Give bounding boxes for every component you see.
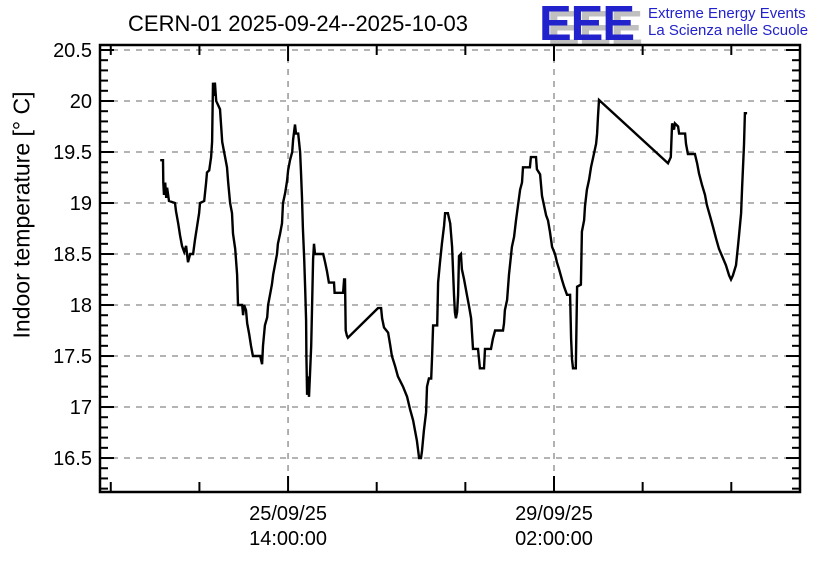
- y-tick-label: 18.5: [53, 244, 92, 266]
- eee-logo-line2: La Scienza nelle Scuole: [648, 22, 809, 39]
- eee-logo-subtitle: Extreme Energy Events La Scienza nelle S…: [648, 5, 808, 39]
- eee-logo-acronym: EEE: [539, 0, 635, 51]
- x-tick-label-date: 29/09/25: [515, 503, 593, 525]
- x-tick-label-time: 14:00:00: [249, 528, 327, 550]
- temperature-series-line: [160, 82, 748, 460]
- y-tick-label: 19.5: [53, 142, 92, 164]
- y-tick-label: 20: [70, 91, 92, 113]
- x-tick-label-date: 25/09/25: [249, 503, 327, 525]
- plot-frame: [98, 43, 802, 494]
- y-tick-label: 20.5: [53, 40, 92, 62]
- y-tick-label: 18: [70, 295, 92, 317]
- y-tick-label: 19: [70, 193, 92, 215]
- y-tick-label: 17: [70, 397, 92, 419]
- y-tick-label: 16.5: [53, 448, 92, 470]
- x-tick-label-time: 02:00:00: [515, 528, 593, 550]
- y-tick-label: 17.5: [53, 346, 92, 368]
- page-title: CERN-01 2025-09-24--2025-10-03: [128, 11, 468, 36]
- eee-logo-line1: Extreme Energy Events: [648, 5, 806, 22]
